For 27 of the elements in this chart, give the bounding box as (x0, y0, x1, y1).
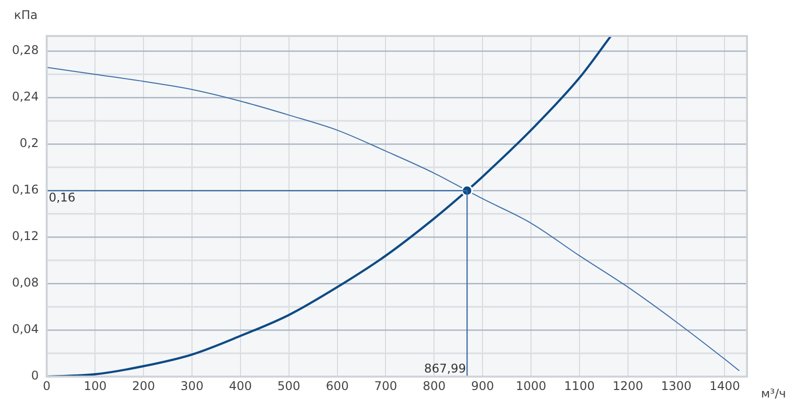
x-tick-label: 1400 (709, 378, 740, 393)
x-tick-label: 800 (422, 378, 446, 393)
x-tick-label: 400 (228, 378, 252, 393)
x-tick-label: 1300 (661, 378, 692, 393)
x-tick-label: 0 (42, 378, 51, 393)
y-tick-label: 0,12 (12, 229, 39, 244)
x-tick-label: 200 (132, 378, 156, 393)
y-tick-label: 0,24 (12, 90, 39, 104)
x-tick-label: 500 (277, 378, 300, 393)
x-tick-label: 600 (326, 378, 349, 393)
ref-line-label: 867,99 (424, 362, 466, 376)
x-tick-label: 900 (471, 378, 494, 393)
y-tick-label: 0,2 (20, 136, 39, 150)
x-tick-label: 1000 (516, 378, 546, 393)
y-tick-label: 0,28 (12, 43, 39, 58)
x-tick-label: 1100 (564, 378, 595, 393)
x-tick-label: 100 (84, 378, 107, 393)
y-tick-label: 0,08 (12, 276, 39, 290)
ref-line-label: 0,16 (48, 190, 76, 205)
x-tick-label: 1200 (612, 378, 644, 393)
y-axis-title: кПа (14, 8, 38, 22)
x-tick-label: 700 (374, 378, 398, 393)
y-tick-label: 0 (31, 368, 39, 383)
x-axis-title: м³/ч (761, 386, 786, 401)
x-tick-label: 300 (180, 378, 204, 393)
y-tick-label: 0,16 (12, 182, 39, 197)
y-tick-label: 0,04 (12, 322, 39, 336)
